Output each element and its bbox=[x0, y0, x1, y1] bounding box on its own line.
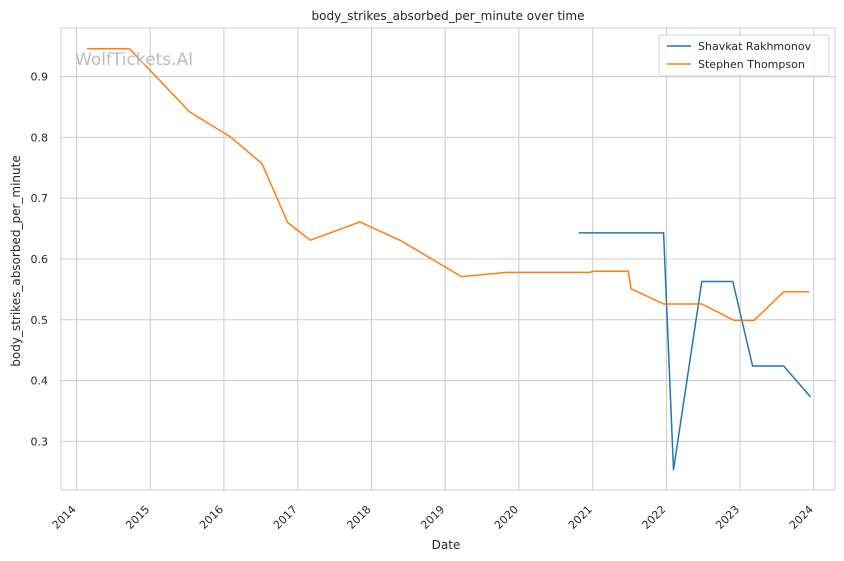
series-layer bbox=[87, 47, 812, 471]
y-tick-label: 0.9 bbox=[31, 71, 49, 84]
chart-title: body_strikes_absorbed_per_minute over ti… bbox=[312, 9, 585, 23]
x-tick-label: 2018 bbox=[345, 503, 374, 532]
legend-label-shavkat: Shavkat Rakhmonov bbox=[698, 40, 812, 53]
x-tick-label: 2024 bbox=[787, 503, 816, 532]
watermark: WolfTickets.AI bbox=[75, 50, 193, 70]
y-tick-label: 0.3 bbox=[31, 435, 49, 448]
x-tick-label: 2017 bbox=[271, 503, 300, 532]
x-tick-label: 2023 bbox=[713, 503, 742, 532]
x-tick-label: 2021 bbox=[566, 503, 595, 532]
x-tick-label: 2022 bbox=[640, 503, 669, 532]
grid bbox=[61, 28, 835, 490]
x-tick-label: 2020 bbox=[492, 503, 521, 532]
x-tick-label: 2015 bbox=[123, 503, 152, 532]
legend: Shavkat Rakhmonov Stephen Thompson bbox=[658, 34, 830, 77]
x-axis-title: Date bbox=[432, 538, 461, 552]
y-axis-title: body_strikes_absorbed_per_minute bbox=[9, 155, 23, 366]
y-tick-label: 0.7 bbox=[31, 192, 49, 205]
x-axis-ticks: 2014 2015 2016 2017 2018 2019 2020 2021 2022 2023… bbox=[50, 503, 816, 532]
x-tick-label: 2014 bbox=[50, 503, 79, 532]
series-line-0 bbox=[578, 232, 812, 471]
y-tick-label: 0.6 bbox=[31, 253, 49, 266]
series-line-1 bbox=[87, 47, 810, 322]
legend-box bbox=[658, 34, 830, 77]
y-tick-label: 0.8 bbox=[31, 131, 49, 144]
x-tick-label: 2016 bbox=[197, 503, 226, 532]
y-tick-label: 0.4 bbox=[31, 375, 49, 388]
y-axis-ticks: 0.3 0.4 0.5 0.6 0.7 0.8 0.9 bbox=[31, 71, 49, 449]
x-tick-label: 2019 bbox=[418, 503, 447, 532]
legend-label-stephen: Stephen Thompson bbox=[698, 58, 805, 71]
y-tick-label: 0.5 bbox=[31, 314, 49, 327]
